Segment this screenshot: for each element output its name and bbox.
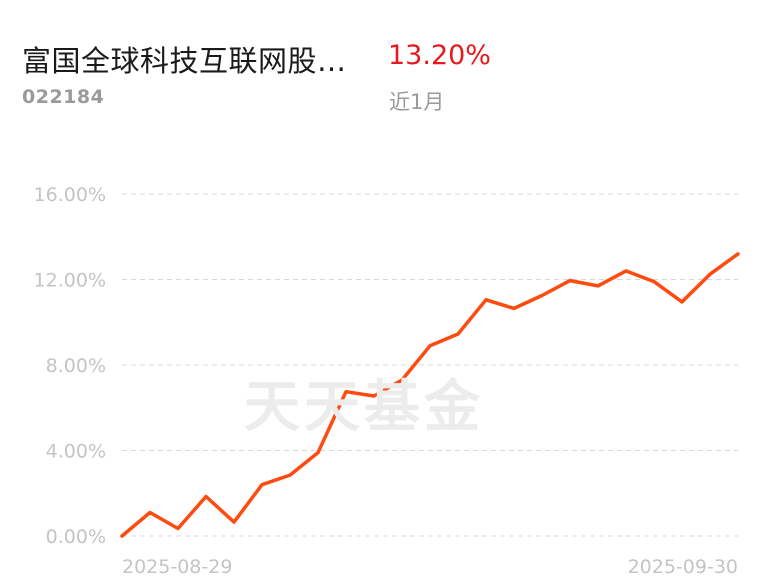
- data-point: [120, 534, 124, 538]
- y-tick-label: 0.00%: [46, 526, 106, 548]
- y-tick-label: 16.00%: [34, 184, 106, 206]
- x-axis-ticks: 2025-08-29 2025-09-30: [122, 556, 738, 578]
- data-point: [148, 510, 152, 514]
- data-point: [428, 344, 432, 348]
- y-axis-ticks: 0.00% 4.00% 8.00% 12.00% 16.00%: [34, 184, 106, 548]
- fund-name: 富国全球科技互联网股…: [22, 44, 347, 78]
- series-line: [120, 252, 740, 538]
- data-point: [372, 394, 376, 398]
- series-group: [120, 252, 740, 538]
- data-point: [232, 520, 236, 524]
- data-point: [624, 269, 628, 273]
- data-point: [512, 306, 516, 310]
- data-point: [540, 294, 544, 298]
- grid-lines: [122, 193, 738, 537]
- y-tick-label: 8.00%: [46, 355, 106, 377]
- return-value: 13.20%: [388, 40, 491, 71]
- period-label: 近1月: [389, 90, 445, 114]
- fund-code: 022184: [22, 86, 105, 108]
- data-point: [568, 279, 572, 283]
- data-point: [260, 483, 264, 487]
- y-tick-label: 12.00%: [34, 270, 106, 292]
- data-point: [596, 284, 600, 288]
- y-tick-label: 4.00%: [46, 441, 106, 463]
- data-point: [176, 527, 180, 531]
- data-point: [316, 451, 320, 455]
- data-point: [344, 390, 348, 394]
- data-point: [708, 272, 712, 276]
- x-tick-label: 2025-09-30: [628, 556, 738, 578]
- data-point: [652, 280, 656, 284]
- data-point: [736, 252, 740, 256]
- data-point: [400, 378, 404, 382]
- data-point: [484, 298, 488, 302]
- data-point: [204, 494, 208, 498]
- data-point: [288, 473, 292, 477]
- data-point: [456, 332, 460, 336]
- data-point: [680, 300, 684, 304]
- x-tick-label: 2025-08-29: [122, 556, 232, 578]
